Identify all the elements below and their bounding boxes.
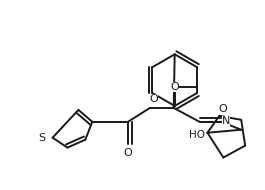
Text: HO: HO (188, 130, 205, 140)
Text: O: O (149, 94, 158, 104)
Text: O: O (218, 104, 227, 114)
Text: O: O (124, 148, 132, 158)
Text: S: S (38, 133, 45, 143)
Text: N: N (222, 116, 231, 126)
Text: O: O (170, 82, 179, 92)
